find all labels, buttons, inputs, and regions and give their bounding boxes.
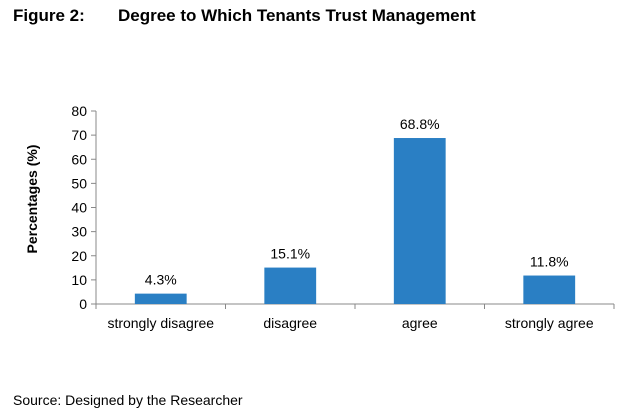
- y-tick-label: 50: [71, 175, 87, 191]
- bar-strongly-disagree: [134, 293, 187, 304]
- bar-chart: 0 10 20 30 40 50 60 70 80 strongly disagree disag…: [24, 103, 615, 331]
- x-tick-label: strongly disagree: [107, 315, 214, 331]
- bars-group: [134, 138, 576, 304]
- y-tick-label: 70: [71, 127, 87, 143]
- x-tick-label: disagree: [263, 315, 317, 331]
- y-tick-label: 60: [71, 151, 87, 167]
- y-tick-label: 40: [71, 200, 87, 216]
- y-tick-label: 20: [71, 248, 87, 264]
- data-label: 4.3%: [145, 272, 177, 288]
- data-label: 11.8%: [530, 254, 569, 270]
- y-tick-label: 10: [71, 272, 87, 288]
- y-axis-title: Percentages (%): [24, 145, 40, 254]
- data-labels-group: 4.3% 15.1% 68.8% 11.8%: [145, 116, 569, 288]
- bar-agree: [393, 138, 446, 304]
- y-axis-ticks: 0 10 20 30 40 50 60 70 80: [71, 103, 96, 312]
- y-tick-label: 0: [79, 296, 87, 312]
- bar-disagree: [264, 267, 317, 304]
- y-tick-label: 80: [71, 103, 87, 119]
- data-label: 15.1%: [270, 246, 310, 262]
- bar-strongly-agree: [523, 275, 576, 304]
- x-tick-label: agree: [402, 315, 438, 331]
- x-axis-ticks: strongly disagree disagree agree strongly a…: [95, 304, 615, 331]
- figure-number: Figure 2:: [13, 6, 85, 25]
- data-label: 68.8%: [400, 116, 440, 132]
- figure-title: Degree to Which Tenants Trust Management: [118, 6, 476, 25]
- x-tick-label: strongly agree: [505, 315, 594, 331]
- source-note: Source: Designed by the Researcher: [13, 392, 243, 408]
- y-tick-label: 30: [71, 224, 87, 240]
